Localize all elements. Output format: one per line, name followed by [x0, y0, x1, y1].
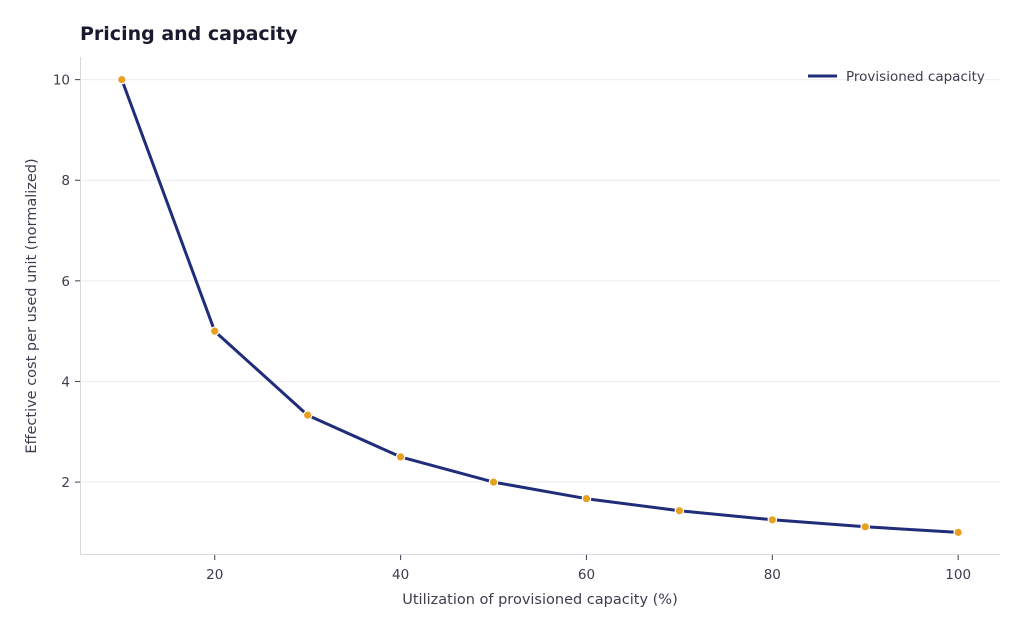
data-point [581, 493, 592, 504]
chart-title: Pricing and capacity [80, 23, 298, 45]
y-ticks: 2 4 6 8 10 [53, 73, 80, 491]
x-tick-label: 80 [764, 567, 781, 583]
x-ticks: 20 40 60 80 100 [206, 555, 971, 583]
y-tick-label: 4 [61, 374, 70, 390]
data-point [302, 410, 313, 420]
data-point [953, 527, 963, 538]
y-tick-label: 10 [53, 73, 70, 89]
legend: Provisioned capacity [808, 69, 985, 85]
y-tick-label: 6 [61, 274, 70, 290]
x-tick-label: 60 [578, 567, 595, 583]
y-tick-label: 8 [61, 173, 70, 189]
x-tick-label: 20 [206, 567, 223, 583]
data-point [488, 477, 499, 487]
legend-label: Provisioned capacity [846, 69, 985, 85]
x-axis-label: Utilization of provisioned capacity (%) [402, 592, 677, 608]
series-layer [117, 74, 963, 538]
data-point [395, 452, 406, 462]
grid [80, 79, 1000, 483]
data-point [860, 522, 871, 532]
series-line [120, 78, 960, 534]
data-point [674, 505, 685, 516]
data-point [117, 74, 127, 85]
data-point [209, 326, 220, 336]
x-tick-label: 100 [945, 567, 971, 583]
y-axis-label: Effective cost per used unit (normalized… [24, 158, 40, 453]
x-tick-label: 40 [392, 567, 409, 583]
data-point [767, 514, 778, 525]
y-tick-label: 2 [61, 475, 70, 491]
